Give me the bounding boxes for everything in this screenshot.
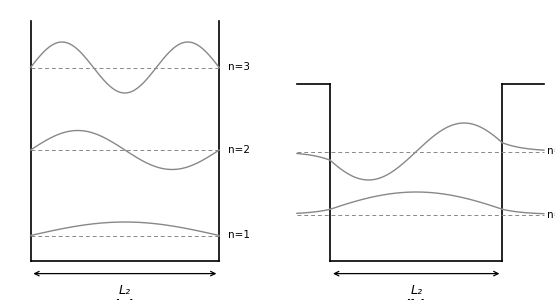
Text: (b): (b) <box>405 299 427 300</box>
Text: (a): (a) <box>114 299 136 300</box>
Text: n=2: n=2 <box>547 146 555 157</box>
Text: n=3: n=3 <box>228 62 250 73</box>
Text: L₂: L₂ <box>119 284 131 296</box>
Text: n=1: n=1 <box>228 230 250 241</box>
Text: n=1: n=1 <box>547 209 555 220</box>
Text: n=2: n=2 <box>228 145 250 155</box>
Text: L₂: L₂ <box>410 284 422 296</box>
